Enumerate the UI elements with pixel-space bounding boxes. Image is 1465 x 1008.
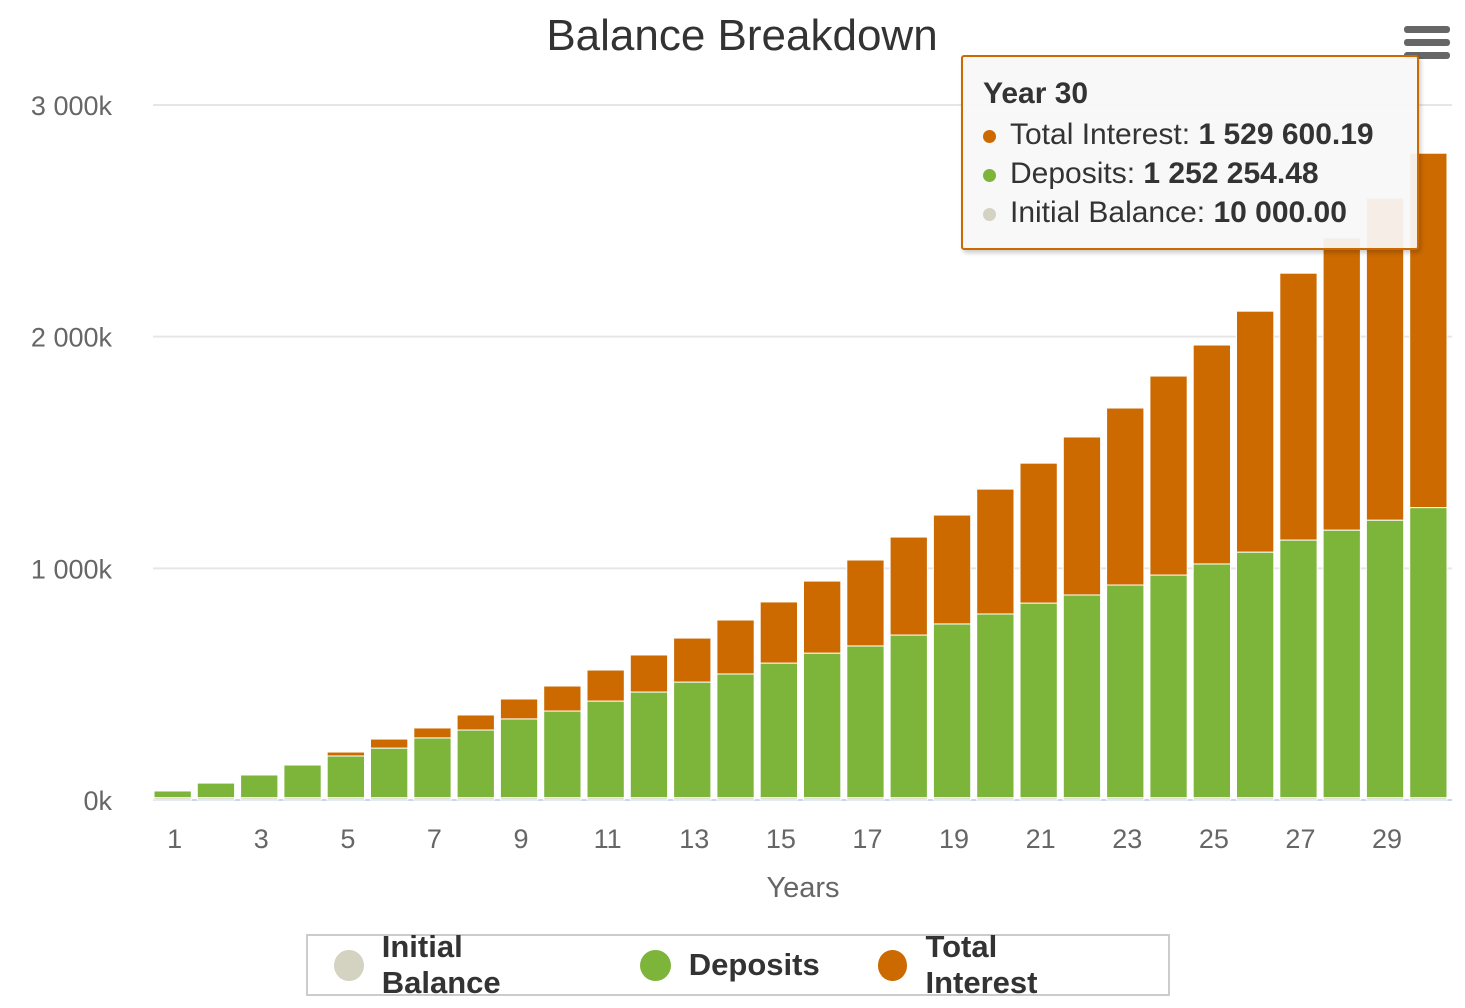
tooltip-row-interest: Total Interest: 1 529 600.19 [983, 115, 1417, 154]
circle-icon [877, 949, 908, 981]
bar-total-interest-year-29[interactable] [1365, 197, 1405, 521]
bar-total-interest-year-21[interactable] [1019, 462, 1058, 604]
bar-total-interest-year-23[interactable] [1106, 407, 1145, 586]
bar-total-interest-year-27[interactable] [1279, 272, 1318, 541]
bar-deposits-year-28[interactable] [1322, 529, 1361, 799]
bar-total-interest-year-14[interactable] [716, 619, 755, 675]
legend: Initial Balance Deposits Total Interest [306, 929, 1170, 1000]
circle-icon [639, 949, 671, 981]
bar-total-interest-year-22[interactable] [1062, 436, 1102, 596]
bar-total-interest-year-13[interactable] [673, 637, 712, 683]
bar-deposits-year-20[interactable] [976, 613, 1015, 799]
tooltip-header: Year 30 [983, 77, 1089, 110]
x-tick-label: 13 [679, 824, 709, 854]
x-tick-label: 15 [766, 824, 796, 854]
bar-deposits-year-4[interactable] [283, 764, 322, 799]
bar-deposits-year-12[interactable] [629, 691, 669, 799]
bar-deposits-year-10[interactable] [543, 710, 582, 799]
x-tick-label: 9 [514, 824, 529, 854]
hamburger-menu-icon [1404, 26, 1450, 33]
x-tick-label: 3 [254, 824, 269, 854]
bar-deposits-year-8[interactable] [456, 729, 495, 799]
bar-deposits-year-30[interactable] [1409, 507, 1448, 799]
y-tick-label: 2 000k [31, 323, 113, 353]
x-tick-label: 29 [1372, 824, 1402, 854]
tooltip: Year 30 Total Interest: 1 529 600.19 Dep… [961, 55, 1419, 250]
bar-total-interest-year-10[interactable] [543, 685, 582, 712]
x-tick-label: 11 [594, 824, 622, 854]
bar-deposits-year-13[interactable] [673, 681, 712, 799]
bar-deposits-year-7[interactable] [413, 737, 452, 799]
x-tick-label: 27 [1285, 824, 1315, 854]
tooltip-row-deposits: Deposits: 1 252 254.48 [983, 154, 1417, 193]
x-tick-label: 21 [1026, 824, 1056, 854]
circle-icon [334, 949, 364, 981]
bar-deposits-year-29[interactable] [1365, 519, 1405, 799]
y-tick-label: 1 000k [31, 554, 113, 584]
bar-deposits-year-11[interactable] [586, 700, 625, 799]
bar-deposits-year-3[interactable] [240, 774, 279, 799]
x-tick-label: 7 [427, 824, 442, 854]
bar-total-interest-year-11[interactable] [586, 669, 625, 702]
y-tick-label: 3 000k [31, 91, 113, 121]
bar-total-interest-year-26[interactable] [1236, 310, 1275, 553]
bar-total-interest-year-24[interactable] [1149, 375, 1188, 576]
bar-total-interest-year-19[interactable] [932, 514, 972, 625]
x-tick-label: 25 [1199, 824, 1229, 854]
dot-icon [983, 129, 996, 143]
dot-icon [983, 207, 996, 221]
bar-total-interest-year-20[interactable] [976, 488, 1015, 615]
dot-icon [983, 168, 996, 182]
legend-item-initial-balance[interactable]: Initial Balance [334, 929, 582, 1001]
bar-deposits-year-22[interactable] [1062, 594, 1102, 799]
legend-item-deposits[interactable]: Deposits [639, 947, 820, 983]
bar-deposits-year-1[interactable] [153, 790, 192, 799]
bar-deposits-year-9[interactable] [499, 718, 539, 799]
bar-total-interest-year-18[interactable] [889, 536, 928, 636]
bar-deposits-year-25[interactable] [1192, 563, 1231, 799]
bar-deposits-year-23[interactable] [1106, 584, 1145, 799]
x-tick-label: 17 [852, 824, 882, 854]
chart-title: Balance Breakdown [546, 11, 937, 60]
bar-deposits-year-5[interactable] [326, 755, 366, 799]
bar-deposits-year-21[interactable] [1019, 602, 1058, 799]
bar-total-interest-year-17[interactable] [846, 559, 885, 647]
bar-total-interest-year-16[interactable] [803, 580, 842, 654]
y-tick-label: 0k [83, 786, 112, 816]
bar-deposits-year-2[interactable] [196, 782, 236, 799]
chart-menu-button[interactable] [1404, 26, 1450, 62]
bar-deposits-year-14[interactable] [716, 673, 755, 799]
tooltip-row-initial: Initial Balance: 10 000.00 [983, 193, 1417, 232]
bar-total-interest-year-9[interactable] [499, 698, 539, 720]
bar-deposits-year-17[interactable] [846, 645, 885, 799]
bar-total-interest-year-7[interactable] [413, 727, 452, 739]
bar-deposits-year-18[interactable] [889, 634, 928, 799]
bar-total-interest-year-5[interactable] [326, 751, 366, 757]
bar-total-interest-year-6[interactable] [370, 738, 409, 749]
bar-total-interest-year-15[interactable] [759, 601, 799, 664]
legend-item-total-interest[interactable]: Total Interest [877, 929, 1110, 1001]
bar-deposits-year-24[interactable] [1149, 574, 1188, 799]
bar-deposits-year-19[interactable] [932, 623, 972, 799]
bar-deposits-year-6[interactable] [370, 747, 409, 799]
bar-total-interest-year-25[interactable] [1192, 344, 1231, 565]
bar-deposits-year-26[interactable] [1236, 551, 1275, 799]
bar-deposits-year-27[interactable] [1279, 539, 1318, 799]
x-tick-label: 1 [167, 824, 182, 854]
bar-total-interest-year-28[interactable] [1322, 237, 1361, 531]
x-tick-label: 23 [1112, 824, 1142, 854]
x-axis-label: Years [766, 872, 839, 904]
x-tick-label: 19 [939, 824, 969, 854]
bar-deposits-year-15[interactable] [759, 662, 799, 799]
bar-deposits-year-16[interactable] [803, 652, 842, 799]
x-tick-label: 5 [340, 824, 355, 854]
bar-total-interest-year-12[interactable] [629, 654, 669, 693]
bar-total-interest-year-8[interactable] [456, 714, 495, 731]
